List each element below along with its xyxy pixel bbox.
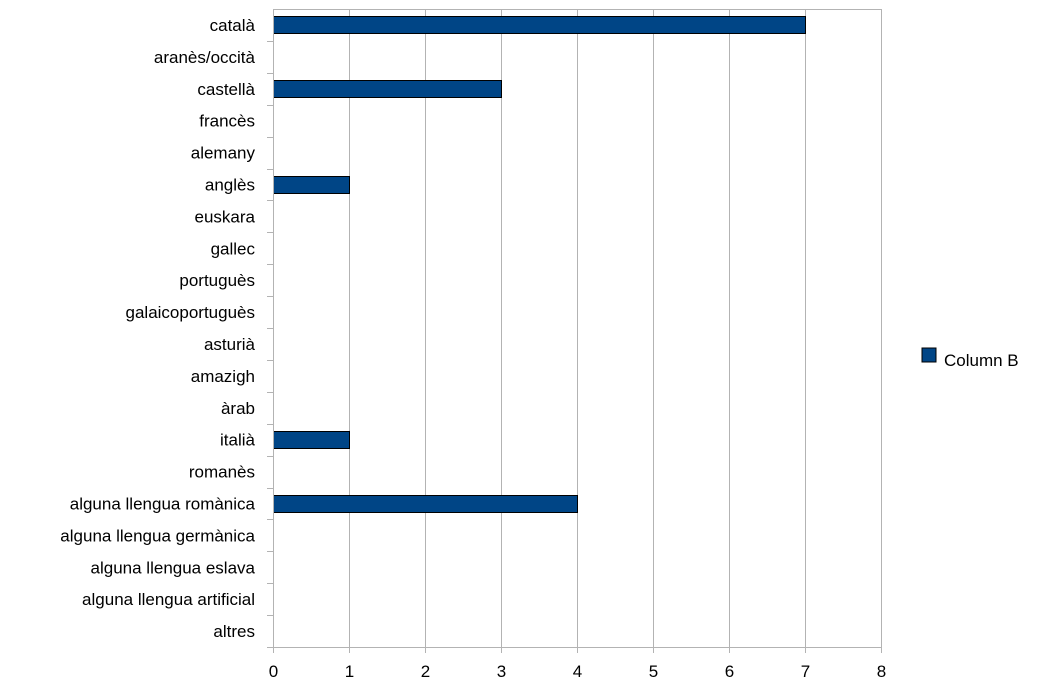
x-tick-label: 2 (421, 662, 430, 681)
category-label: amazigh (191, 367, 255, 386)
bar (273, 431, 350, 449)
category-label: gallec (211, 239, 256, 258)
x-tick-label: 3 (497, 662, 506, 681)
bar (273, 80, 502, 98)
category-label: àrab (221, 399, 255, 418)
bar (273, 495, 578, 513)
label-layer: 0 1 2 3 4 5 6 7 8 català aranès/occità castellà fran… (60, 16, 886, 681)
legend-label: Column B (944, 351, 1019, 370)
x-tick-label: 0 (269, 662, 278, 681)
category-label: alguna llengua artificial (82, 590, 255, 609)
legend: Column B (921, 347, 1019, 370)
bar (273, 176, 350, 194)
category-label: galaicoportuguès (126, 303, 255, 322)
category-label: francès (199, 112, 255, 131)
category-label: altres (213, 622, 255, 641)
category-label: euskara (195, 207, 256, 226)
category-label: italià (220, 431, 256, 450)
x-tick-label: 8 (877, 662, 886, 681)
category-label: alguna llengua romànica (70, 494, 256, 513)
x-tick-label: 4 (573, 662, 582, 681)
x-tick-label: 7 (801, 662, 810, 681)
legend-swatch (921, 347, 937, 363)
bar (273, 16, 806, 34)
axis-layer (267, 9, 882, 653)
category-label: asturià (204, 335, 256, 354)
category-label: alguna llengua germànica (60, 526, 255, 545)
category-label: romanès (189, 463, 255, 482)
x-tick-label: 1 (345, 662, 354, 681)
category-label: castellà (197, 80, 255, 99)
bar-layer (273, 16, 806, 513)
x-tick-label: 5 (649, 662, 658, 681)
category-label: alguna llengua eslava (91, 558, 256, 577)
grid-layer (273, 9, 882, 647)
category-label: aranès/occità (154, 48, 256, 67)
x-tick-label: 6 (725, 662, 734, 681)
category-label: català (210, 16, 256, 35)
category-label: alemany (191, 144, 256, 163)
category-label: anglès (205, 175, 255, 194)
category-label: portuguès (179, 271, 255, 290)
